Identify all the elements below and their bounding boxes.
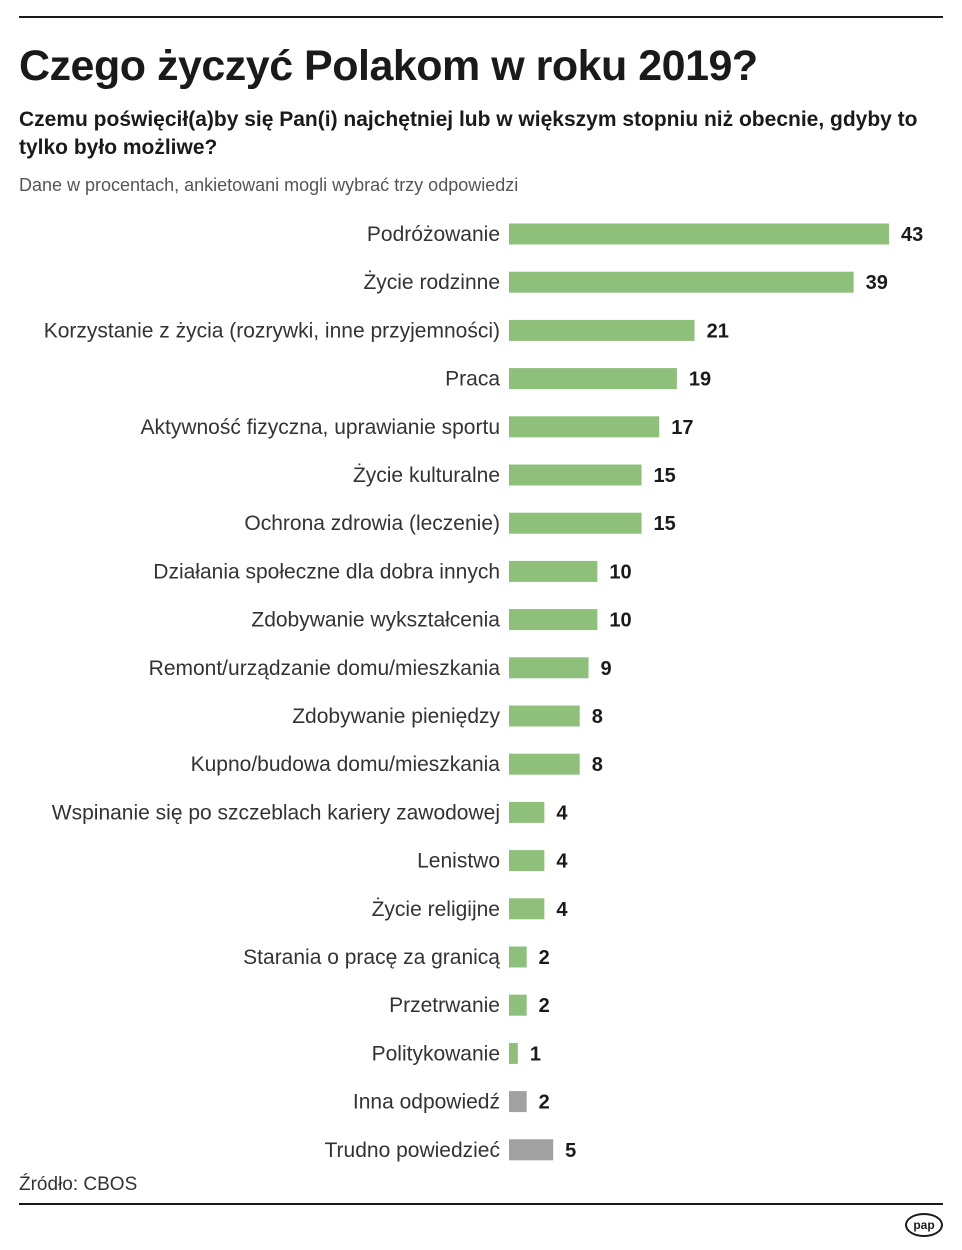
- pap-logo: pap: [905, 1213, 943, 1237]
- category-label: Wspinanie się po szczeblach kariery zawo…: [52, 801, 500, 824]
- bar: [509, 657, 589, 679]
- category-label: Remont/urządzanie domu/mieszkania: [149, 657, 501, 680]
- value-label: 8: [592, 754, 603, 776]
- bar: [509, 705, 580, 727]
- category-label: Ochrona zdrowia (leczenie): [244, 512, 500, 535]
- bar: [509, 512, 642, 534]
- bar: [509, 994, 527, 1016]
- value-label: 21: [707, 320, 729, 342]
- category-label: Korzystanie z życia (rozrywki, inne przy…: [44, 319, 500, 342]
- category-label: Lenistwo: [417, 850, 500, 873]
- value-label: 5: [565, 1140, 576, 1162]
- chart-subtitle: Czemu poświęcił(a)by się Pan(i) najchętn…: [19, 108, 918, 159]
- category-label: Inna odpowiedź: [353, 1091, 500, 1114]
- value-label: 43: [901, 224, 923, 246]
- value-label: 9: [601, 658, 612, 680]
- bar-chart-svg: Podróżowanie 43 Życie rodzinne 39 Korzystani…: [44, 223, 924, 1162]
- category-label: Politykowanie: [372, 1042, 500, 1065]
- bar: [509, 271, 854, 293]
- bar: [509, 1042, 518, 1064]
- bar: [509, 319, 695, 341]
- bottom-rule: [19, 1203, 943, 1205]
- bar: [509, 946, 527, 968]
- category-label: Kupno/budowa domu/mieszkania: [191, 753, 501, 776]
- value-label: 2: [539, 1092, 550, 1114]
- category-label: Aktywność fizyczna, uprawianie sportu: [141, 416, 501, 439]
- category-label: Zdobywanie wykształcenia: [251, 609, 500, 632]
- value-label: 15: [654, 465, 676, 487]
- chart-note: Dane w procentach, ankietowani mogli wyb…: [19, 175, 519, 195]
- value-label: 2: [539, 995, 550, 1017]
- category-label: Starania o pracę za granicą: [243, 946, 500, 969]
- bar: [509, 416, 660, 438]
- bar-chart: Podróżowanie 43 Życie rodzinne 39 Korzystani…: [0, 208, 962, 1163]
- bar: [509, 560, 598, 582]
- bar: [509, 1139, 554, 1161]
- bar: [509, 801, 545, 823]
- value-label: 17: [671, 417, 693, 439]
- category-label: Trudno powiedzieć: [325, 1139, 501, 1162]
- category-label: Życie rodzinne: [363, 271, 500, 294]
- category-label: Zdobywanie pieniędzy: [292, 705, 500, 728]
- value-label: 4: [556, 899, 568, 921]
- bar: [509, 223, 889, 245]
- bar: [509, 464, 642, 486]
- value-label: 2: [539, 947, 550, 969]
- value-label: 15: [654, 513, 676, 535]
- bar: [509, 898, 545, 920]
- category-label: Praca: [445, 368, 500, 391]
- value-label: 8: [592, 706, 603, 728]
- category-label: Życie kulturalne: [353, 464, 500, 487]
- value-label: 10: [609, 561, 631, 583]
- bar: [509, 850, 545, 872]
- value-label: 1: [530, 1043, 541, 1065]
- bar: [509, 368, 677, 390]
- value-label: 39: [866, 272, 888, 294]
- value-label: 4: [556, 851, 568, 873]
- value-label: 19: [689, 369, 711, 391]
- source-note: Źródło: CBOS: [19, 1174, 138, 1195]
- category-label: Przetrwanie: [389, 994, 500, 1017]
- value-label: 4: [556, 802, 568, 824]
- bar: [509, 753, 580, 775]
- bar: [509, 609, 598, 631]
- top-rule: [19, 16, 943, 18]
- value-label: 10: [609, 610, 631, 632]
- category-label: Podróżowanie: [367, 223, 500, 246]
- category-label: Życie religijne: [372, 898, 500, 921]
- chart-title: Czego życzyć Polakom w roku 2019?: [19, 42, 758, 90]
- bar: [509, 1091, 527, 1113]
- category-label: Działania społeczne dla dobra innych: [153, 560, 500, 583]
